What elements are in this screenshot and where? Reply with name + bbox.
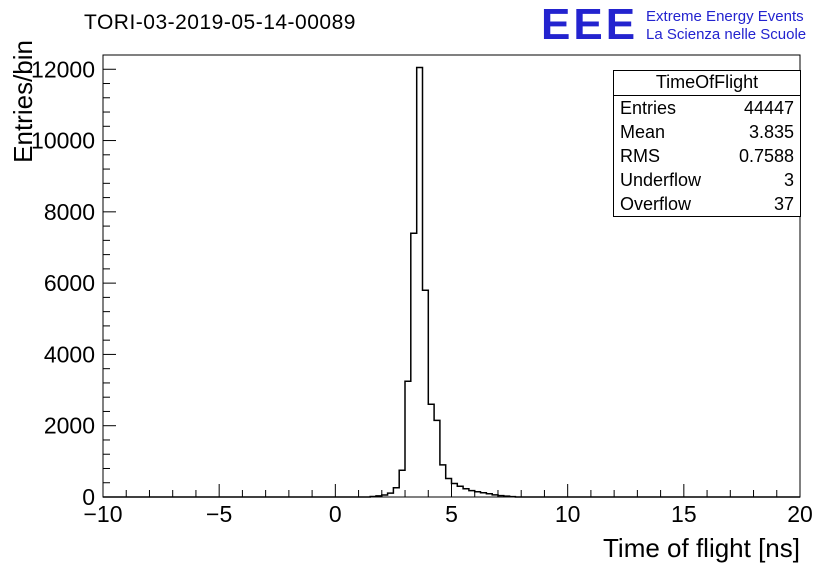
x-tick-label: 0 xyxy=(329,501,342,527)
stat-value: 37 xyxy=(773,194,794,214)
stats-row: Mean 3.835 xyxy=(614,120,800,144)
x-tick-label: −10 xyxy=(83,501,122,527)
x-tick-label: 20 xyxy=(787,501,813,527)
plot-title: TORI-03-2019-05-14-00089 xyxy=(84,11,356,34)
stats-rows: Entries 44447 Mean 3.835 RMS 0.7588 Underflow 3… xyxy=(614,96,800,216)
x-tick-label: 15 xyxy=(671,501,697,527)
x-tick-label: 5 xyxy=(445,501,458,527)
stat-value: 3 xyxy=(783,170,794,190)
y-tick-label: 10000 xyxy=(31,128,95,154)
y-tick-label: 6000 xyxy=(44,270,95,296)
eee-logo-subtitle: Extreme Energy Events La Scienza nelle S… xyxy=(646,8,806,44)
y-tick-label: 2000 xyxy=(44,413,95,439)
eee-logo-line2: La Scienza nelle Scuole xyxy=(646,26,807,43)
eee-logo-text: EEE xyxy=(541,0,639,49)
y-tick-label: 4000 xyxy=(44,341,95,367)
y-tick-label: 8000 xyxy=(44,199,95,225)
x-axis-title: Time of flight [ns] xyxy=(603,533,800,563)
y-axis-title: Entries/bin xyxy=(8,40,38,163)
stats-row: Entries 44447 xyxy=(614,96,800,120)
y-tick-label: 12000 xyxy=(31,56,95,82)
eee-logo: EEE Extreme Energy Events La Scienza nel… xyxy=(541,0,806,49)
y-tick-label: 0 xyxy=(82,484,95,510)
x-tick-label: 10 xyxy=(555,501,581,527)
stats-row: Overflow 37 xyxy=(614,192,800,216)
stat-value: 3.835 xyxy=(748,122,794,142)
stat-label: Underflow xyxy=(620,170,702,190)
eee-logo-line1: Extreme Energy Events xyxy=(646,8,804,25)
stat-label: Overflow xyxy=(620,194,692,214)
x-tick-label: −5 xyxy=(206,501,232,527)
stats-row: RMS 0.7588 xyxy=(614,144,800,168)
histogram-line xyxy=(103,66,800,498)
stat-value: 44447 xyxy=(743,98,794,118)
stats-row: Underflow 3 xyxy=(614,168,800,192)
stat-label: Mean xyxy=(620,122,666,142)
stats-title: TimeOfFlight xyxy=(614,71,800,96)
stat-value: 0.7588 xyxy=(738,146,794,166)
stat-label: Entries xyxy=(620,98,677,118)
stats-box: TimeOfFlight Entries 44447 Mean 3.835 RMS 0.7… xyxy=(613,70,801,217)
stat-label: RMS xyxy=(620,146,660,166)
